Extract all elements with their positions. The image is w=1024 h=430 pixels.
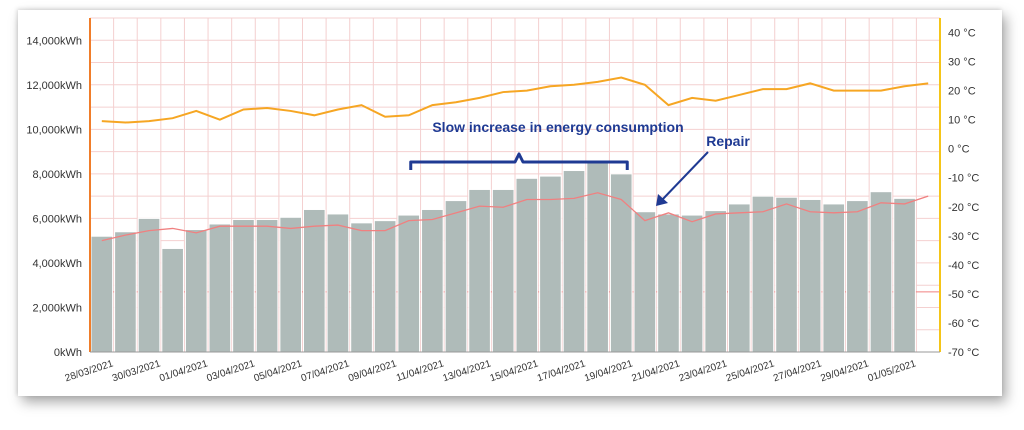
- x-tick-label: 29/04/2021: [819, 358, 870, 384]
- annotation-arrow-shaft: [660, 151, 709, 202]
- y-left-tick-label: 10,000kWh: [26, 124, 82, 136]
- y-left-tick-label: 6,000kWh: [32, 213, 82, 225]
- bar: [798, 198, 822, 353]
- annotation-repair: Repair: [706, 133, 750, 149]
- x-tick-label: 19/04/2021: [583, 358, 634, 384]
- x-tick-label: 11/04/2021: [395, 358, 446, 384]
- bar: [114, 231, 137, 353]
- y-right-tick-label: -30 °C: [948, 231, 979, 243]
- bar: [680, 214, 704, 353]
- x-tick-label: 09/04/2021: [347, 358, 398, 384]
- bar: [657, 213, 680, 353]
- y-left-tick-label: 2,000kWh: [32, 302, 82, 314]
- bar: [444, 200, 468, 353]
- bar: [751, 195, 775, 353]
- bar: [822, 203, 846, 353]
- annotation-bracket: [409, 152, 629, 170]
- x-tick-label: 21/04/2021: [630, 358, 681, 384]
- y-right-tick-label: -70 °C: [948, 347, 979, 359]
- annotation-slow-increase: Slow increase in energy consumption: [432, 119, 683, 135]
- bar: [515, 177, 539, 353]
- y-right-tick-label: -20 °C: [948, 202, 979, 214]
- y-right-tick-label: 10 °C: [948, 115, 976, 127]
- energy-temperature-chart: 0kWh 2,000kWh 4,000kWh 6,000kWh 8,000kWh 10,0…: [26, 17, 979, 384]
- bar: [633, 211, 657, 353]
- bar: [208, 223, 232, 353]
- x-tick-label: 27/04/2021: [772, 358, 823, 384]
- bar: [609, 173, 633, 353]
- y-right-tick-label: 40 °C: [948, 28, 976, 40]
- x-tick-label: 17/04/2021: [536, 358, 587, 384]
- bar: [775, 196, 798, 353]
- series-line-red: [101, 192, 929, 242]
- x-tick-label: 01/04/2021: [158, 358, 209, 384]
- bar: [846, 200, 869, 353]
- x-tick-label: 15/04/2021: [489, 358, 540, 384]
- chart-card: 0kWh 2,000kWh 4,000kWh 6,000kWh 8,000kWh 10,0…: [18, 10, 1002, 396]
- y-left-tick-label: 8,000kWh: [32, 169, 82, 181]
- y-right-tick-label: -10 °C: [948, 173, 979, 185]
- y-right-tick-label: 20 °C: [948, 86, 976, 98]
- bar: [303, 208, 326, 353]
- y-left-tick-label: 4,000kWh: [32, 258, 82, 270]
- y-right-tick-label: -60 °C: [948, 318, 979, 330]
- x-tick-label: 03/04/2021: [205, 358, 256, 384]
- bar: [728, 203, 751, 353]
- bar: [255, 219, 279, 353]
- bar: [279, 216, 302, 353]
- bar: [491, 188, 515, 353]
- bar: [350, 222, 373, 353]
- x-tick-label: 05/04/2021: [253, 358, 304, 384]
- y-right-tick-label: 30 °C: [948, 57, 976, 69]
- bar: [893, 197, 916, 353]
- bar: [539, 175, 562, 353]
- bar: [232, 219, 255, 353]
- bar: [137, 217, 161, 353]
- y-right-tick-label: -50 °C: [948, 289, 979, 301]
- bar: [397, 214, 421, 353]
- bar: [90, 235, 114, 353]
- x-tick-label: 13/04/2021: [441, 358, 492, 384]
- x-tick-label: 25/04/2021: [725, 358, 776, 384]
- annotation-arrow-head: [656, 194, 668, 206]
- x-tick-label: 07/04/2021: [300, 358, 351, 384]
- bar: [326, 213, 350, 353]
- bar: [184, 229, 208, 353]
- x-tick-label: 30/03/2021: [111, 358, 162, 384]
- bar: [704, 210, 728, 353]
- bar: [468, 188, 491, 353]
- x-tick-label: 28/03/2021: [64, 358, 115, 384]
- x-tick-label: 23/04/2021: [678, 358, 729, 384]
- y-left-tick-label: 12,000kWh: [26, 80, 82, 92]
- bar: [586, 161, 609, 353]
- bar: [373, 220, 397, 353]
- series-line-temperature: [101, 76, 929, 124]
- y-right-tick-label: -40 °C: [948, 260, 979, 272]
- bar: [161, 247, 184, 353]
- x-tick-label: 01/05/2021: [866, 358, 917, 384]
- y-right-tick-label: 0 °C: [948, 144, 970, 156]
- y-left-tick-label: 0kWh: [54, 347, 82, 359]
- bar: [869, 191, 893, 353]
- bar: [421, 208, 444, 353]
- y-left-tick-label: 14,000kWh: [26, 35, 82, 47]
